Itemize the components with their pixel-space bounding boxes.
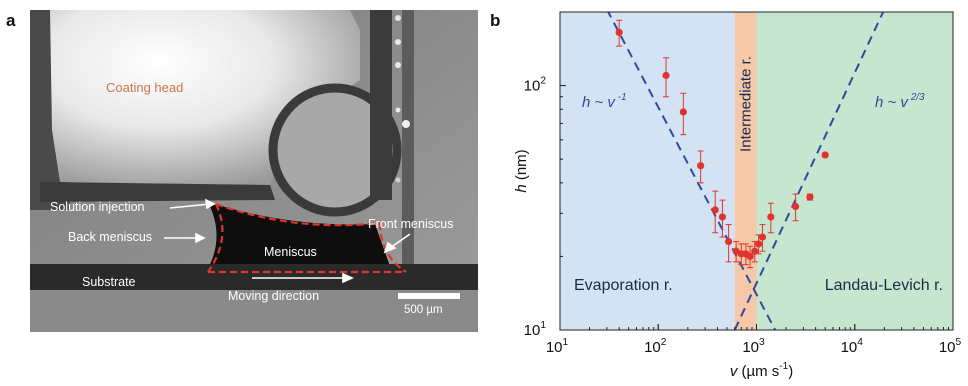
- data-point: [767, 213, 775, 221]
- substrate-band: [30, 264, 478, 290]
- data-point: [754, 240, 763, 248]
- top-meniscus-outline: [215, 202, 381, 227]
- data-point: [662, 71, 670, 80]
- meniscus-label: Meniscus: [264, 245, 317, 259]
- fit-label-inverse: h ~ v -1: [582, 92, 627, 111]
- fit-label-two-thirds: h ~ v 2/3: [875, 92, 925, 111]
- head-bottom-rim: [40, 182, 275, 202]
- front-meniscus-label: Front meniscus: [368, 217, 454, 231]
- x-tick-label: 101: [546, 337, 569, 356]
- panel-b-letter: b: [490, 11, 501, 30]
- circular-feature: [268, 83, 402, 217]
- moving-direction-label: Moving direction: [228, 289, 320, 303]
- data-point: [806, 193, 814, 201]
- scale-bar: [398, 293, 460, 299]
- vertical-bar-right: [402, 10, 414, 270]
- region-label-landau-levich: Landau-Levich r.: [825, 277, 943, 294]
- data-point: [718, 213, 727, 221]
- data-point: [821, 151, 829, 159]
- data-point: [758, 233, 767, 241]
- meniscus-region: [206, 202, 392, 272]
- data-point: [697, 162, 705, 170]
- back-meniscus-outline: [207, 203, 224, 273]
- data-point: [751, 247, 759, 255]
- region-label-evaporation: Evaporation r.: [574, 277, 673, 294]
- x-tick-label: 103: [742, 337, 765, 356]
- data-points: [615, 19, 829, 269]
- region-label-intermediate: Intermediate r.: [738, 56, 755, 152]
- data-point: [615, 28, 623, 37]
- axis-ticks: [559, 11, 954, 331]
- x-tick-label: 105: [939, 337, 962, 356]
- region-evaporation-r: [560, 12, 735, 330]
- thickness-velocity-chart: 101 102 103 104 105 101 102 v (µm s-1) h (nm) Eva…: [513, 11, 962, 380]
- x-axis-title: v (µm s-1): [730, 361, 793, 380]
- data-point: [724, 237, 733, 246]
- panel-a-letter: a: [6, 11, 16, 30]
- vertical-bar-dark: [370, 10, 392, 200]
- meniscus-photo: Coating head Solution injection Back men…: [30, 10, 478, 332]
- back-meniscus-label: Back meniscus: [68, 230, 153, 244]
- scale-bar-label: 500 µm: [404, 304, 443, 316]
- fit-lines: [607, 12, 885, 330]
- data-point: [711, 206, 719, 214]
- regime-regions: [560, 12, 953, 330]
- coating-head-label: Coating head: [106, 80, 184, 95]
- y-tick-label: 102: [524, 76, 547, 95]
- data-point: [791, 202, 800, 211]
- annotation-arrows: [164, 198, 411, 284]
- region-landau-levich-r: [756, 12, 953, 330]
- x-tick-label: 102: [644, 337, 667, 356]
- y-axis-title: h (nm): [513, 149, 530, 192]
- substrate-label: Substrate: [82, 275, 136, 289]
- solution-injection-label: Solution injection: [50, 200, 145, 214]
- chart-labels: 101 102 103 104 105 101 102 v (µm s-1) h (nm) Eva…: [513, 56, 962, 380]
- fit-line-1: [607, 12, 777, 330]
- photo-graphic: [30, 10, 478, 332]
- front-meniscus-outline: [378, 222, 407, 273]
- data-point: [679, 108, 687, 116]
- data-point: [746, 252, 754, 261]
- y-tick-label: 101: [524, 320, 547, 339]
- x-tick-label: 104: [841, 337, 864, 356]
